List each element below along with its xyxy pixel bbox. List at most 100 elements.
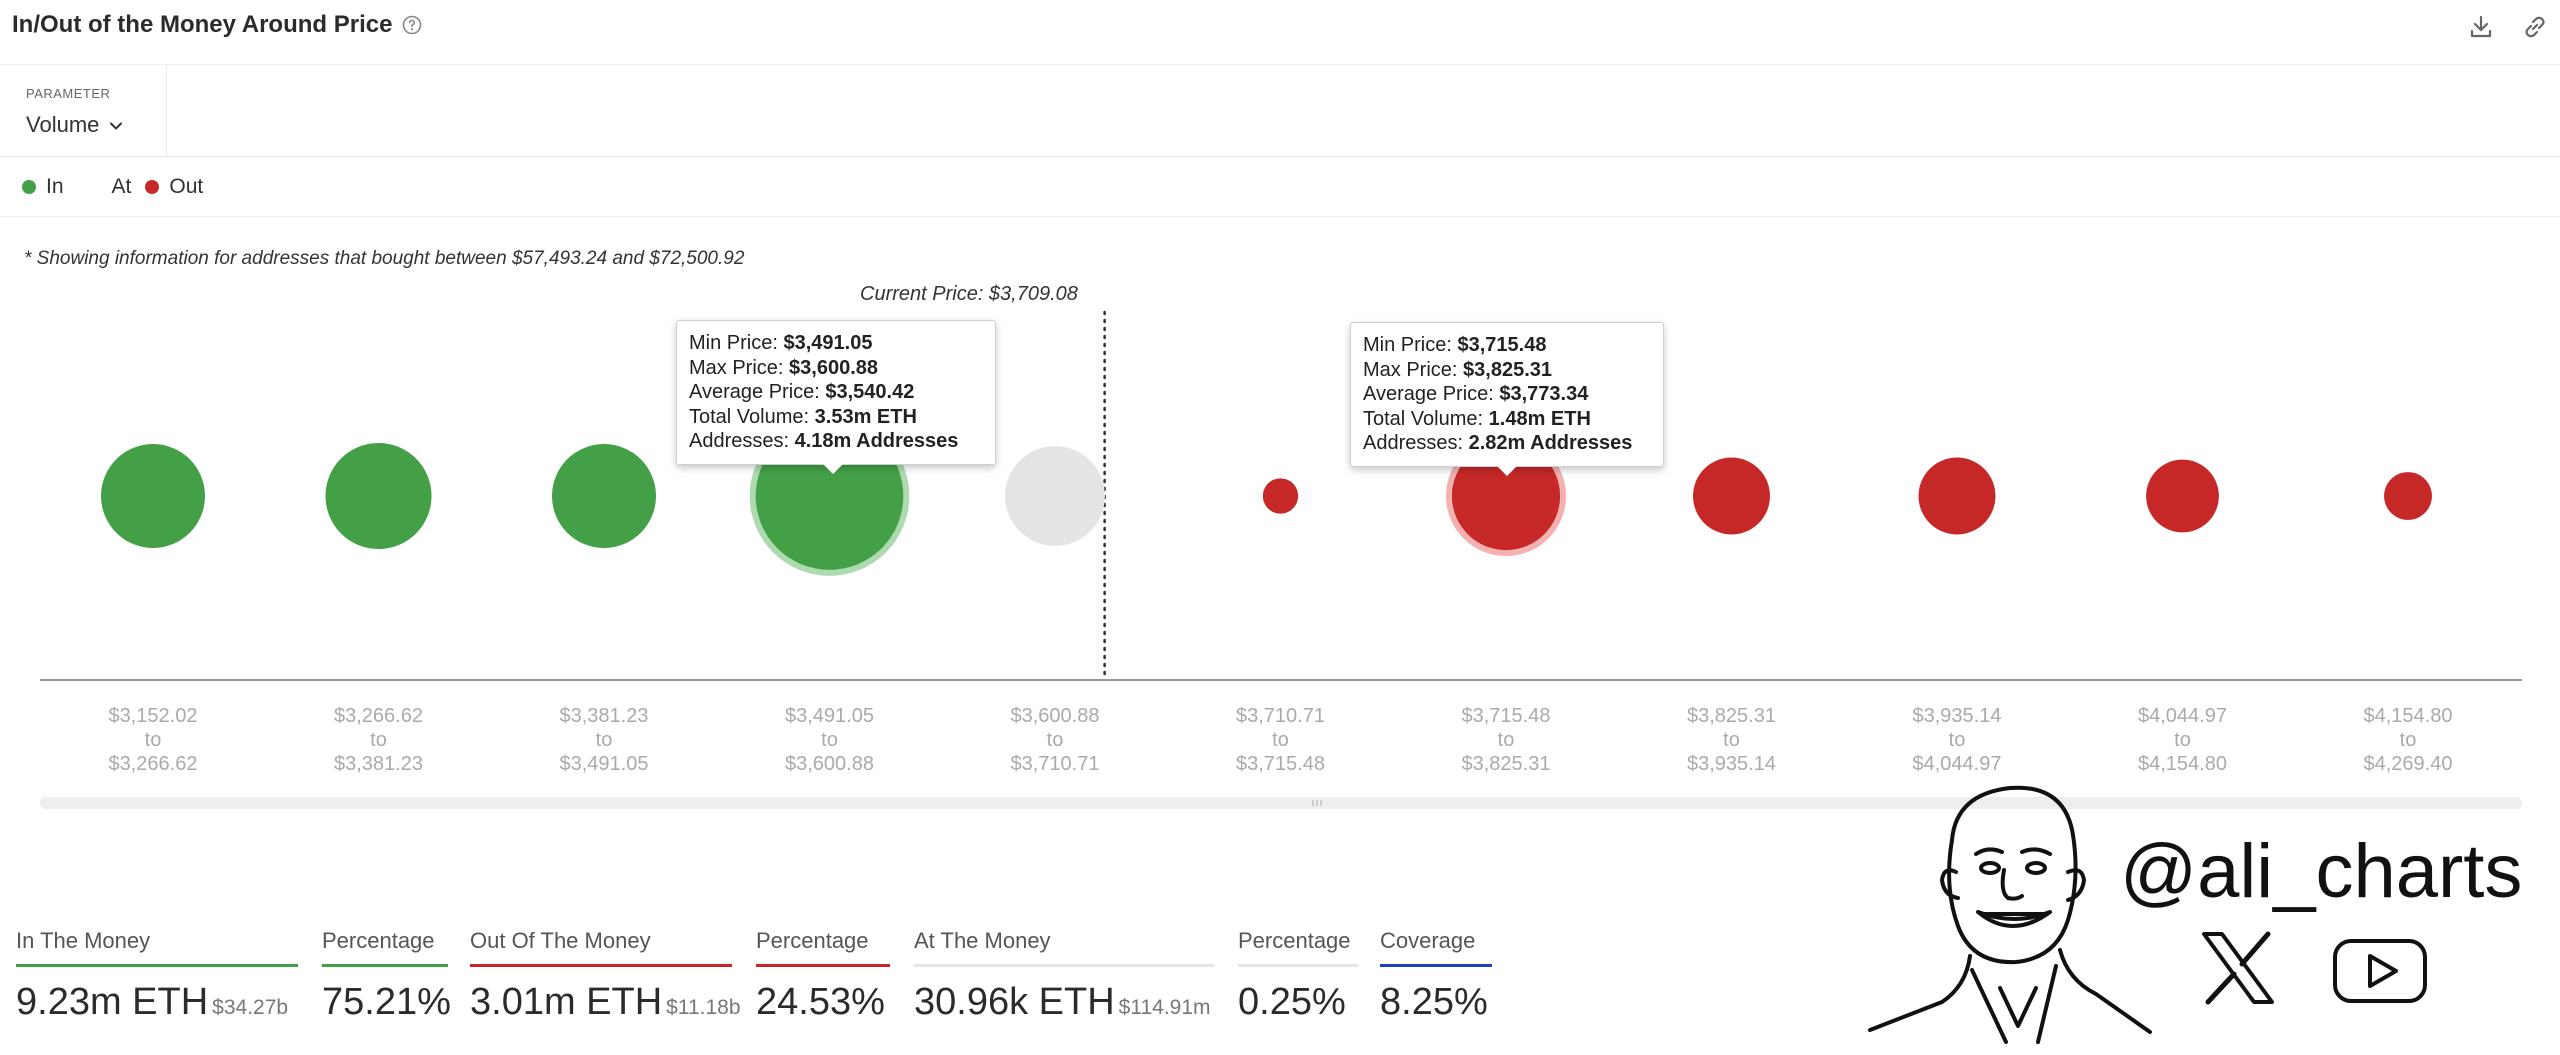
- bubble-chart: $3,152.02to$3,266.62$3,266.62to$3,381.23…: [40, 310, 2522, 775]
- stat-label: At The Money: [914, 928, 1051, 953]
- chart-scrollbar[interactable]: [40, 797, 2522, 809]
- stat-label: Coverage: [1380, 928, 1476, 953]
- x-tick-label: $3,715.48: [1236, 753, 1325, 775]
- bubble-out[interactable]: [1918, 457, 1996, 535]
- parameter-label: PARAMETER: [26, 86, 111, 101]
- stat-label: Percentage: [1238, 928, 1351, 953]
- stat-value: 75.21%: [322, 981, 451, 1023]
- divider: [0, 216, 2560, 217]
- bubble-out[interactable]: [1693, 457, 1770, 535]
- help-icon[interactable]: [402, 15, 422, 35]
- bubble-out[interactable]: [2146, 459, 2219, 533]
- x-tick-label: $3,266.62: [109, 753, 198, 775]
- x-tick-label: to: [1723, 729, 1740, 751]
- legend-item-out[interactable]: Out: [145, 175, 203, 199]
- bubble-in[interactable]: [552, 444, 656, 548]
- x-tick-label: $3,266.62: [334, 705, 423, 727]
- tooltip-arrow: [1497, 465, 1517, 476]
- stat-at-percentage: Percentage 0.25%: [1238, 928, 1358, 1024]
- x-tick-label: $3,600.88: [785, 753, 874, 775]
- bubble-at[interactable]: [1005, 446, 1105, 546]
- legend-label: Out: [169, 175, 204, 198]
- divider: [0, 156, 2560, 157]
- stat-coverage: Coverage 8.25%: [1380, 928, 1492, 1024]
- green-dot-icon: [22, 180, 36, 194]
- page-header: In/Out of the Money Around Price: [0, 0, 2560, 65]
- tooltip-in-bucket: Min Price: $3,491.05 Max Price: $3,600.8…: [676, 320, 996, 474]
- stat-label: In The Money: [16, 928, 151, 953]
- x-tick-label: $3,600.88: [1011, 705, 1100, 727]
- parameter-value[interactable]: Volume: [26, 112, 100, 137]
- scroll-grip-icon[interactable]: [1310, 800, 1324, 806]
- red-dot-icon: [145, 180, 160, 194]
- stat-underline: [914, 964, 1214, 967]
- stat-at-the-money: At The Money 30.96k ETH $114.91m: [914, 928, 1214, 1024]
- stat-label: Percentage: [756, 928, 869, 953]
- stat-out-percentage: Percentage 24.53%: [756, 928, 890, 1024]
- bubble-in[interactable]: [101, 444, 205, 548]
- x-tick-label: $3,710.71: [1236, 705, 1325, 727]
- stat-out-of-the-money: Out Of The Money 3.01m ETH $11.18b: [470, 928, 741, 1024]
- stat-in-the-money: In The Money 9.23m ETH $34.27b: [16, 928, 298, 1024]
- x-tick-label: $4,269.40: [2364, 753, 2453, 775]
- x-tick-label: $3,825.31: [1687, 705, 1776, 727]
- legend-item-at[interactable]: At: [112, 175, 132, 199]
- stat-value: 24.53%: [756, 981, 885, 1023]
- stat-in-percentage: Percentage 75.21%: [322, 928, 451, 1024]
- x-tick-label: to: [1047, 729, 1064, 751]
- x-tick-label: $3,710.71: [1011, 753, 1100, 775]
- x-tick-label: $3,491.05: [560, 753, 649, 775]
- x-tick-label: to: [145, 729, 162, 751]
- download-icon[interactable]: [2466, 12, 2496, 42]
- x-tick-label: $4,044.97: [1913, 753, 2002, 775]
- x-tick-label: $3,935.14: [1687, 753, 1776, 775]
- tooltip-out-bucket: Min Price: $3,715.48 Max Price: $3,825.3…: [1350, 322, 1664, 476]
- parameter-selector[interactable]: PARAMETER Volume: [0, 64, 167, 157]
- stat-underline: [1238, 964, 1358, 967]
- x-tick-label: $4,154.80: [2364, 705, 2453, 727]
- chevron-down-icon[interactable]: [108, 118, 124, 134]
- range-note: * Showing information for addresses that…: [24, 248, 745, 269]
- x-tick-label: to: [2174, 729, 2191, 751]
- x-tick-label: $3,715.48: [1462, 705, 1551, 727]
- stat-underline: [322, 964, 448, 967]
- x-tick-label: to: [2400, 729, 2417, 751]
- x-tick-label: to: [821, 729, 838, 751]
- bubble-in[interactable]: [325, 442, 432, 550]
- x-tick-label: to: [1949, 729, 1966, 751]
- stat-value: 9.23m ETH $34.27b: [16, 981, 289, 1023]
- bubble-out[interactable]: [2384, 472, 2432, 520]
- stat-value: 3.01m ETH $11.18b: [470, 981, 741, 1023]
- tooltip-arrow: [823, 463, 843, 474]
- x-logo-icon: [2202, 931, 2274, 1005]
- stat-underline: [756, 964, 890, 967]
- x-tick-label: to: [1272, 729, 1289, 751]
- bubble-out[interactable]: [1262, 478, 1299, 514]
- current-price-label: Current Price: $3,709.08: [860, 283, 1078, 305]
- x-tick-label: to: [1498, 729, 1515, 751]
- legend-item-in[interactable]: In: [22, 175, 64, 199]
- x-tick-label: $3,825.31: [1462, 753, 1551, 775]
- stat-value: 30.96k ETH $114.91m: [914, 981, 1211, 1023]
- link-icon[interactable]: [2520, 12, 2550, 42]
- legend-label: In: [46, 175, 64, 198]
- x-tick-label: $3,381.23: [560, 705, 649, 727]
- cartoon-face-icon: [1868, 785, 2152, 1044]
- stat-value: 0.25%: [1238, 981, 1346, 1023]
- x-tick-label: $3,491.05: [785, 705, 874, 727]
- x-tick-label: to: [596, 729, 613, 751]
- stat-underline: [470, 964, 732, 967]
- x-tick-label: to: [370, 729, 387, 751]
- youtube-logo-icon: [2333, 939, 2427, 1003]
- brand-handle: @ali_charts: [2120, 829, 2523, 914]
- x-tick-label: $4,154.80: [2138, 753, 2227, 775]
- chart-legend: In At Out: [22, 172, 233, 202]
- stat-underline: [1380, 964, 1492, 967]
- x-tick-label: $3,152.02: [109, 705, 198, 727]
- x-tick-label: $3,935.14: [1913, 705, 2002, 727]
- legend-label: At: [111, 175, 132, 198]
- x-tick-label: $3,381.23: [334, 753, 423, 775]
- stat-value: 8.25%: [1380, 981, 1488, 1023]
- page-title: In/Out of the Money Around Price: [12, 11, 393, 38]
- bubble-out[interactable]: [1451, 441, 1561, 551]
